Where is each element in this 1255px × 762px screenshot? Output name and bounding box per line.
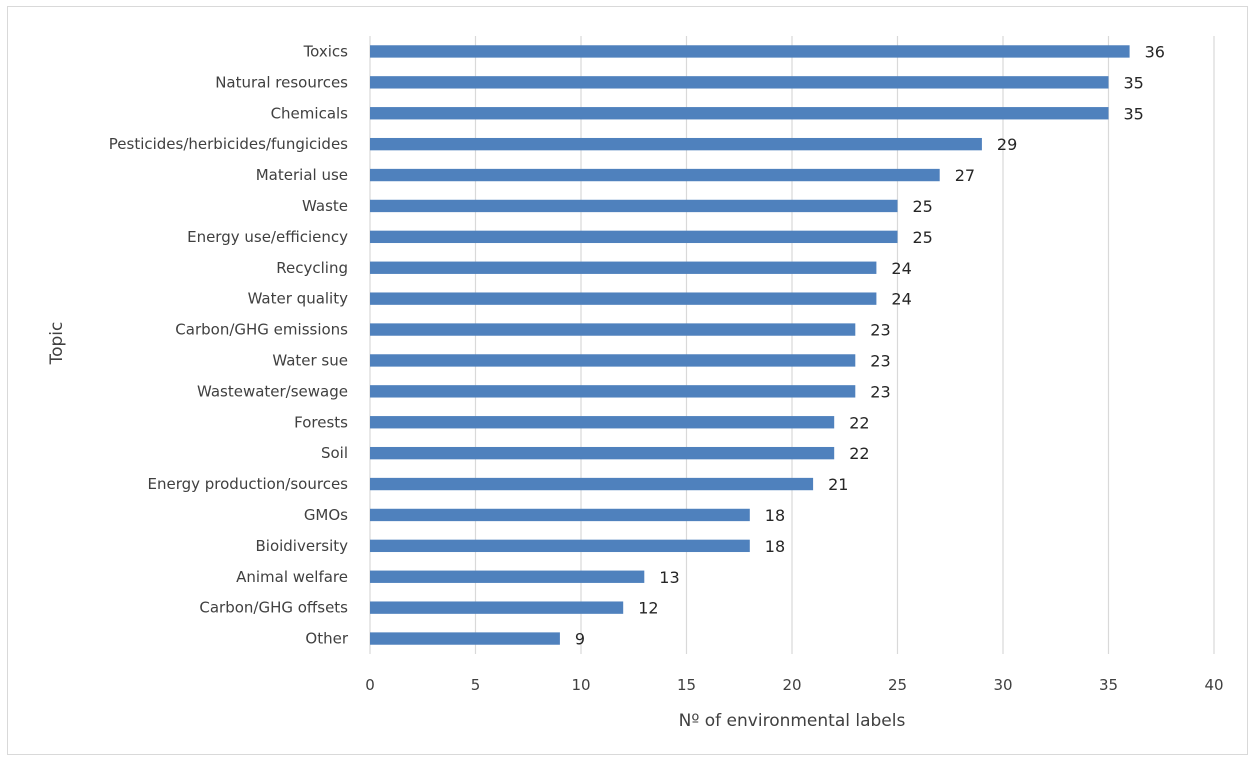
value-label-6: 25 <box>913 228 933 247</box>
bar-15 <box>370 508 750 522</box>
bar-16 <box>370 539 750 553</box>
category-label-6: Energy use/efficiency <box>187 228 348 246</box>
bar-12 <box>370 416 835 429</box>
value-label-10: 23 <box>870 351 890 370</box>
value-label-17: 13 <box>659 568 679 587</box>
bar-17 <box>370 570 645 583</box>
value-label-14: 21 <box>828 475 848 494</box>
bar-18 <box>370 601 624 614</box>
bar-2 <box>370 107 1109 120</box>
value-label-18: 12 <box>638 599 658 618</box>
value-label-19: 9 <box>575 630 585 649</box>
x-tick-label-0: 0 <box>365 676 375 694</box>
chart-frame <box>7 6 1248 755</box>
bar-6 <box>370 230 898 244</box>
category-label-10: Water sue <box>272 351 348 369</box>
x-tick-label-25: 25 <box>888 676 907 694</box>
value-label-13: 22 <box>849 444 869 463</box>
value-label-2: 35 <box>1124 104 1144 123</box>
bar-11 <box>370 385 856 398</box>
category-label-2: Chemicals <box>271 104 349 122</box>
value-label-16: 18 <box>765 537 785 556</box>
category-label-9: Carbon/GHG emissions <box>175 321 348 339</box>
x-tick-label-10: 10 <box>571 676 590 694</box>
bar-1 <box>370 76 1109 89</box>
x-tick-label-15: 15 <box>677 676 696 694</box>
y-axis-title: Topic <box>47 322 67 366</box>
category-label-16: Bioidiversity <box>255 537 348 555</box>
x-tick-label-35: 35 <box>1099 676 1118 694</box>
category-label-13: Soil <box>321 444 348 462</box>
value-label-8: 24 <box>891 290 911 309</box>
category-label-4: Material use <box>256 166 348 184</box>
category-label-15: GMOs <box>304 506 348 524</box>
category-label-11: Wastewater/sewage <box>197 382 348 400</box>
category-label-19: Other <box>305 630 348 648</box>
value-label-4: 27 <box>955 166 975 185</box>
bar-14 <box>370 477 814 491</box>
bar-3 <box>370 137 982 151</box>
bar-5 <box>370 199 898 213</box>
value-label-7: 24 <box>891 259 911 278</box>
category-label-7: Recycling <box>276 259 348 277</box>
value-label-9: 23 <box>870 321 890 340</box>
category-label-18: Carbon/GHG offsets <box>199 599 348 617</box>
x-tick-label-5: 5 <box>471 676 481 694</box>
category-labels: Toxics Natural resources Chemicals Pesticid… <box>109 42 349 647</box>
value-label-15: 18 <box>765 506 785 525</box>
value-label-1: 35 <box>1124 73 1144 92</box>
bar-4 <box>370 168 940 182</box>
category-label-0: Toxics <box>303 42 349 60</box>
category-label-12: Forests <box>294 413 348 431</box>
x-tick-label-40: 40 <box>1204 676 1223 694</box>
bar-13 <box>370 446 835 460</box>
bar-7 <box>370 261 877 274</box>
value-label-3: 29 <box>997 135 1017 154</box>
bar-19 <box>370 632 560 645</box>
category-label-8: Water quality <box>248 290 349 308</box>
bar-0 <box>370 45 1130 58</box>
value-label-0: 36 <box>1145 42 1165 61</box>
x-tick-label-30: 30 <box>993 676 1012 694</box>
category-label-3: Pesticides/herbicides/fungicides <box>109 135 348 153</box>
value-label-12: 22 <box>849 413 869 432</box>
bars <box>370 45 1130 645</box>
category-label-14: Energy production/sources <box>147 475 348 493</box>
x-tick-labels: 0 5 10 15 20 25 30 35 40 <box>365 676 1223 694</box>
bar-10 <box>370 354 856 367</box>
category-label-5: Waste <box>302 197 348 215</box>
x-axis-title: Nº of environmental labels <box>679 711 906 731</box>
value-label-5: 25 <box>913 197 933 216</box>
x-tick-label-20: 20 <box>782 676 801 694</box>
bar-8 <box>370 292 877 305</box>
bar-9 <box>370 323 856 336</box>
value-label-11: 23 <box>870 382 890 401</box>
category-label-1: Natural resources <box>215 73 348 91</box>
category-label-17: Animal welfare <box>236 568 348 586</box>
gridlines <box>369 36 1215 654</box>
